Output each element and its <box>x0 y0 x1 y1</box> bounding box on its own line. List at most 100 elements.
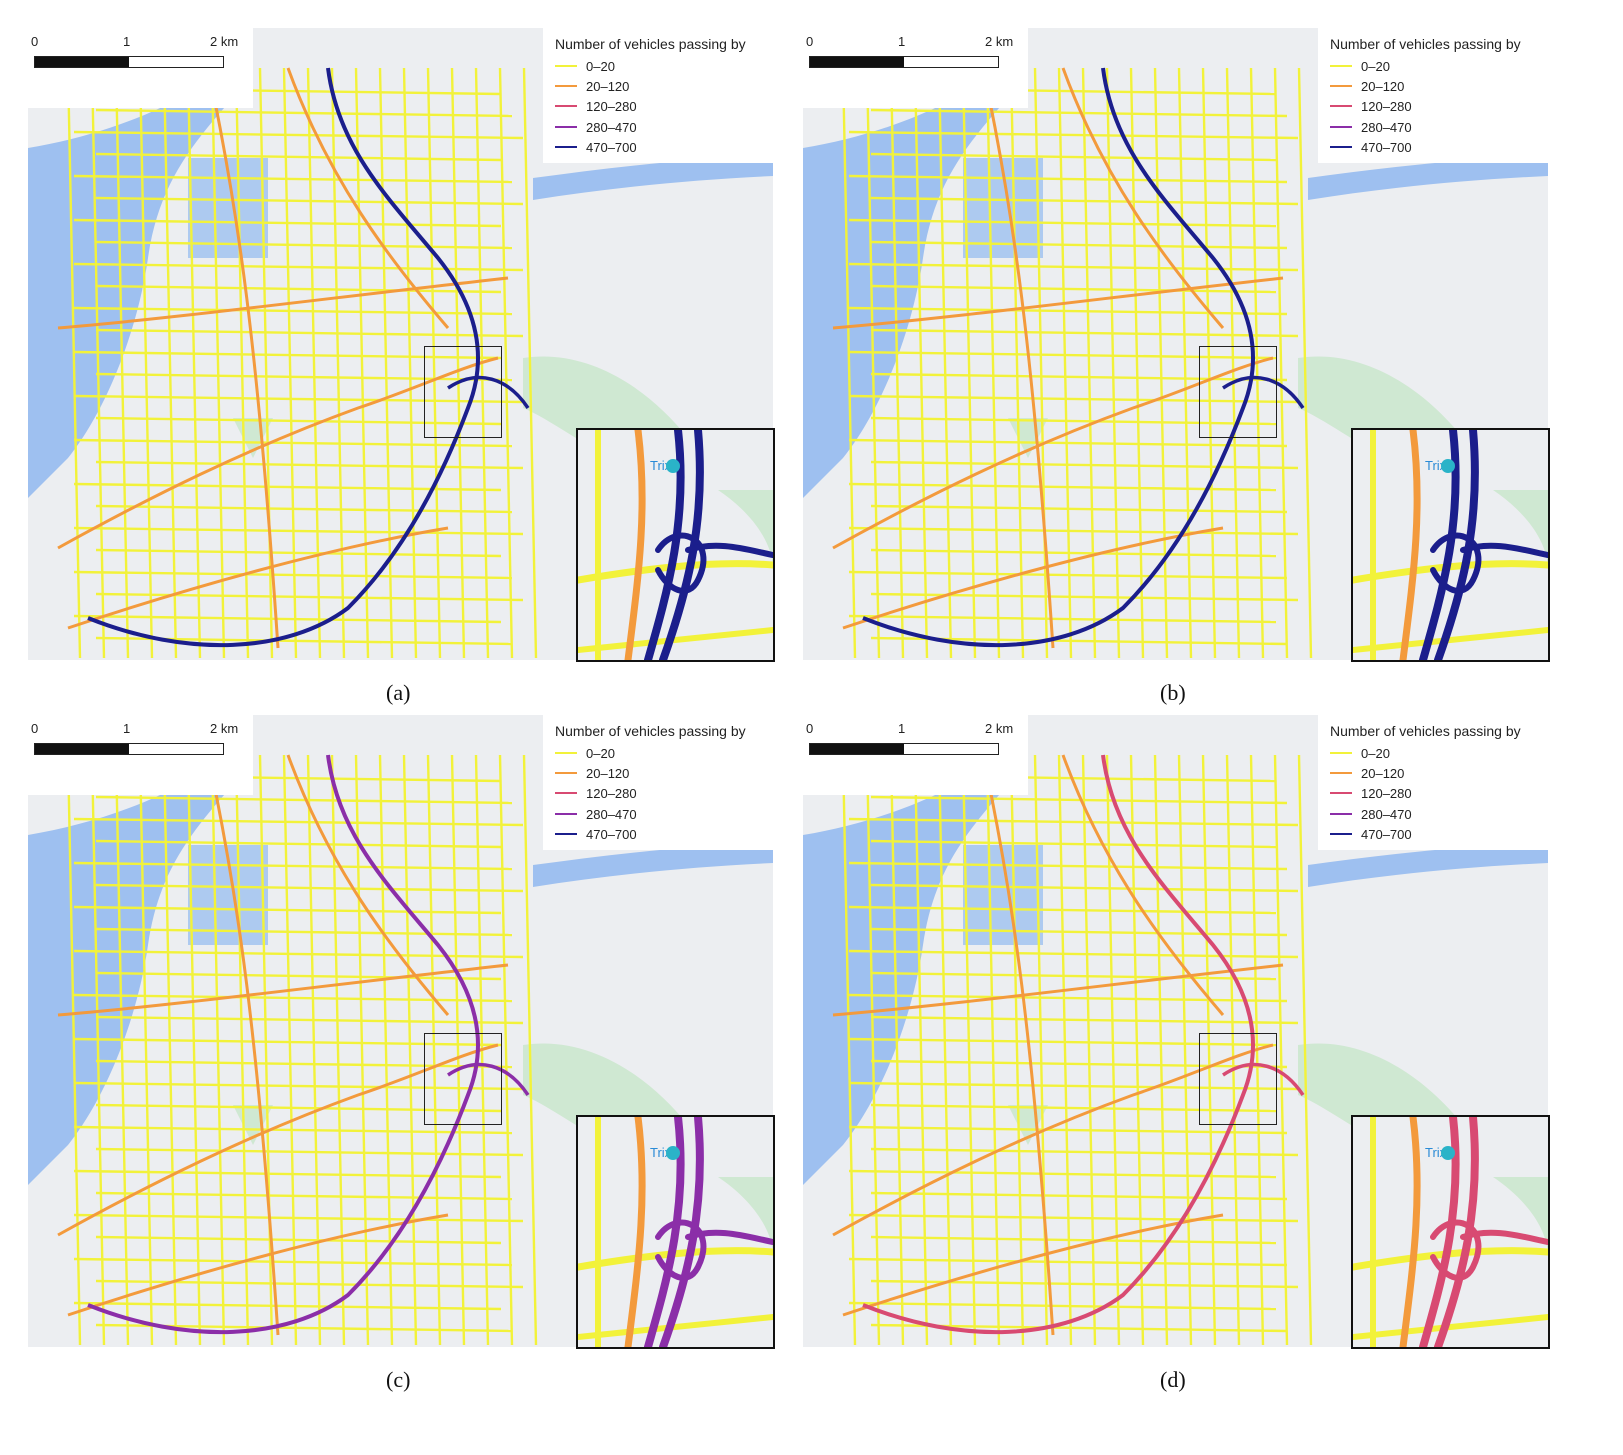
scale-tick-2: 2 km <box>210 721 239 736</box>
road <box>73 1301 502 1311</box>
canal <box>1308 843 1548 887</box>
road <box>138 754 154 1346</box>
legend-label: 280–470 <box>586 806 637 822</box>
dock <box>188 158 268 258</box>
road <box>1353 627 1548 653</box>
inset-label: Trix <box>1425 458 1447 473</box>
road <box>73 614 502 624</box>
road <box>402 67 418 659</box>
arterial-road <box>1061 754 1225 1016</box>
road <box>848 306 1288 316</box>
venue-icon <box>666 1146 680 1160</box>
road <box>95 1103 502 1113</box>
road <box>870 1103 1277 1113</box>
scale-bar: 0 1 2 km <box>803 28 1028 108</box>
road <box>655 1219 707 1281</box>
road <box>138 67 154 659</box>
arterials <box>57 754 509 1336</box>
canal <box>533 156 773 200</box>
road <box>870 839 1277 849</box>
road <box>1460 1229 1548 1245</box>
legend-label: 120–280 <box>586 98 637 114</box>
road <box>73 861 513 871</box>
road <box>865 754 881 1346</box>
road <box>848 861 1288 871</box>
legend-item: 280–470 <box>555 118 637 136</box>
scale-tick-0: 0 <box>806 721 814 736</box>
road <box>870 1191 1288 1201</box>
arterial-road <box>832 963 1284 1017</box>
road <box>870 416 1277 426</box>
legend-item: 470–700 <box>1330 138 1412 156</box>
inset-map: Trix <box>1353 1117 1548 1347</box>
road-network <box>66 754 538 1346</box>
road <box>870 372 1288 382</box>
road <box>162 67 178 659</box>
canal <box>533 843 773 887</box>
road <box>450 754 466 1346</box>
arterial-road <box>981 754 1055 1336</box>
road <box>659 1117 704 1347</box>
road <box>90 67 106 659</box>
road <box>1419 1117 1460 1347</box>
arterial-road <box>842 1213 1224 1317</box>
arterial-road <box>286 754 450 1016</box>
legend-label: 0–20 <box>1361 745 1390 761</box>
road <box>450 67 466 659</box>
road <box>426 754 442 1346</box>
legend-label: 120–280 <box>1361 98 1412 114</box>
legend-item: 470–700 <box>1330 825 1412 843</box>
legend: Number of vehicles passing by 0–20 20–12… <box>1318 28 1583 163</box>
inset-roads <box>1353 1117 1548 1347</box>
inset-label: Trix <box>650 1145 672 1160</box>
road <box>889 67 905 659</box>
road <box>234 67 250 659</box>
scale-bar: 0 1 2 km <box>803 715 1028 795</box>
road <box>73 306 513 316</box>
scale-tick-2: 2 km <box>985 721 1014 736</box>
inset-roads <box>1353 430 1548 660</box>
road <box>848 1169 1277 1179</box>
legend-label: 280–470 <box>1361 806 1412 822</box>
park <box>1493 1177 1548 1257</box>
road <box>961 67 977 659</box>
road <box>1201 754 1217 1346</box>
inset-map: Trix <box>578 430 773 660</box>
venue-icon <box>1441 1146 1455 1160</box>
road <box>870 152 1277 162</box>
road <box>841 754 857 1346</box>
arterial-road <box>57 1043 499 1237</box>
zoom-box <box>1199 346 1277 438</box>
road <box>1009 754 1025 1346</box>
road <box>1177 67 1193 659</box>
inset-b: Trix <box>1351 428 1550 662</box>
road <box>848 482 1277 492</box>
road <box>841 67 857 659</box>
dock <box>188 845 268 945</box>
road <box>95 839 502 849</box>
scale-bar-graphic <box>809 56 999 68</box>
road <box>865 67 881 659</box>
road <box>848 174 1288 184</box>
legend-label: 120–280 <box>586 785 637 801</box>
inset-map: Trix <box>1353 430 1548 660</box>
arterial-road <box>206 67 280 649</box>
road <box>913 754 929 1346</box>
road <box>848 1301 1277 1311</box>
road <box>985 754 1001 1346</box>
inset-map: Trix <box>578 1117 773 1347</box>
legend-label: 280–470 <box>1361 119 1412 135</box>
legend-item: 120–280 <box>555 784 637 802</box>
road <box>659 430 704 660</box>
arterial-road <box>57 963 509 1017</box>
panel-a: 0 1 2 km Number of vehicles passing by 0… <box>28 28 808 728</box>
arterial-road <box>67 1213 449 1317</box>
road <box>1129 67 1145 659</box>
road <box>685 1229 773 1245</box>
road <box>1399 430 1421 660</box>
road <box>644 430 685 660</box>
road <box>95 240 513 250</box>
zoom-box <box>424 346 502 438</box>
legend-label: 120–280 <box>1361 785 1412 801</box>
road <box>644 1117 685 1347</box>
